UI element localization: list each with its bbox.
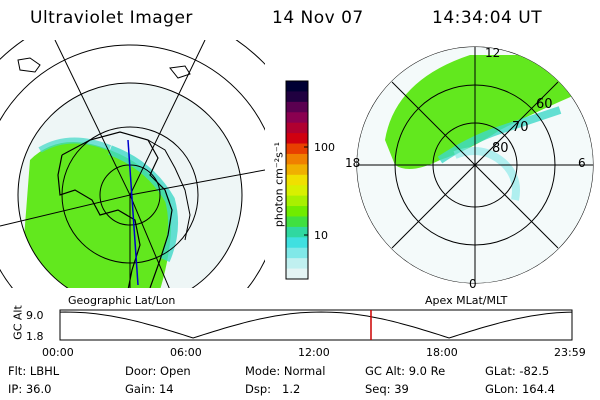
- mlat-label-60: 60: [536, 97, 553, 112]
- terminator-line: [127, 139, 139, 286]
- y-tick-low: 1.8: [26, 330, 44, 343]
- altitude-curve: [59, 311, 573, 339]
- colorbar-stop: [286, 153, 308, 165]
- mlt-label-0: 0: [469, 277, 477, 291]
- info-dsp: Dsp: 1.2: [245, 382, 301, 396]
- colorbar-tick-10: 10: [314, 229, 328, 242]
- colorbar-stop: [286, 164, 308, 176]
- magnetic-map: [356, 46, 594, 284]
- colorbar-stop: [286, 112, 308, 124]
- y-tick-high: 9.0: [26, 309, 44, 322]
- time-label: 14:34:04 UT: [432, 8, 543, 28]
- geographic-caption: Geographic Lat/Lon: [68, 294, 176, 307]
- mlt-label-12: 12: [485, 46, 501, 60]
- info-glat: GLat: -82.5: [485, 364, 550, 378]
- info-gain: Gain: 14: [125, 382, 174, 396]
- colorbar-stop: [286, 258, 308, 270]
- x-tick-1800: 18:00: [426, 346, 458, 359]
- date-label: 14 Nov 07: [272, 8, 364, 28]
- colorbar-label: photon cm⁻²s⁻¹: [272, 141, 286, 228]
- colorbar-stop: [286, 206, 308, 217]
- mlat-label-70: 70: [512, 120, 529, 135]
- geographic-map: [0, 40, 265, 288]
- info-door: Door: Open: [125, 364, 191, 378]
- colorbar-tick-100: 100: [314, 141, 335, 154]
- magnetic-caption: Apex MLat/MLT: [425, 294, 508, 307]
- colorbar-stop: [286, 174, 308, 186]
- colorbar-stop: [286, 185, 308, 197]
- timeline-ylabel: GC Alt: [11, 305, 25, 340]
- info-glon: GLon: 164.4: [485, 382, 555, 396]
- x-tick-0600: 06:00: [170, 346, 202, 359]
- colorbar-stop: [286, 133, 308, 145]
- mlat-label-80: 80: [492, 141, 509, 156]
- colorbar-stop: [286, 195, 308, 207]
- info-ip: IP: 36.0: [8, 382, 52, 396]
- altitude-timeline: [59, 309, 573, 341]
- colorbar-stop: [286, 247, 308, 259]
- colorbar-stop: [286, 268, 308, 280]
- instrument-title: Ultraviolet Imager: [30, 8, 193, 28]
- colorbar-stop: [286, 216, 308, 228]
- colorbar-stop: [286, 101, 308, 113]
- colorbar-stop: [286, 81, 308, 92]
- info-flt: Flt: LBHL: [8, 364, 60, 378]
- x-tick-0000: 00:00: [42, 346, 74, 359]
- colorbar-stop: [286, 91, 308, 103]
- colorbar-stop: [286, 143, 308, 155]
- info-seq: Seq: 39: [365, 382, 409, 396]
- mlt-label-18: 18: [345, 156, 361, 170]
- info-mode: Mode: Normal: [245, 364, 326, 378]
- colorbar-stop: [286, 237, 308, 249]
- aurora-oval: [385, 55, 575, 169]
- x-tick-1200: 12:00: [298, 346, 330, 359]
- colorbar-stop: [286, 122, 308, 134]
- x-tick-2359: 23:59: [554, 346, 586, 359]
- continent-outline: [57, 131, 173, 288]
- info-gc-alt: GC Alt: 9.0 Re: [365, 364, 446, 378]
- colorbar: [285, 80, 309, 280]
- colorbar-stop: [286, 226, 308, 238]
- mlt-label-6: 6: [578, 156, 586, 170]
